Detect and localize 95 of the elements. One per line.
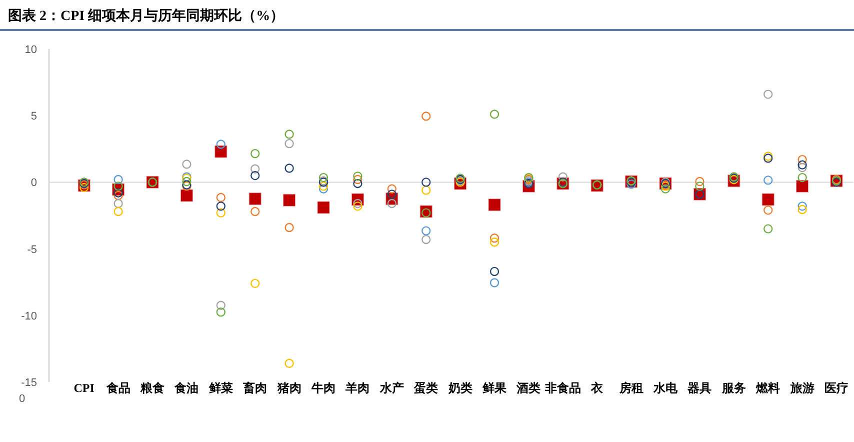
point <box>216 208 226 218</box>
x-tick-label: 羊肉 <box>344 381 370 395</box>
x-tick-label: 服务 <box>720 381 746 395</box>
point <box>182 160 192 169</box>
point <box>422 226 431 236</box>
point <box>250 278 260 288</box>
point <box>422 178 431 187</box>
point <box>488 198 501 212</box>
point <box>353 178 362 188</box>
point <box>762 193 774 206</box>
y-tick-label: -5 <box>27 244 37 256</box>
point <box>353 198 362 208</box>
point <box>284 222 294 232</box>
x-tick-label: 医疗 <box>824 381 848 395</box>
x-tick-label: 鲜菜 <box>208 381 233 395</box>
point <box>353 172 362 181</box>
point <box>114 198 123 208</box>
point <box>317 201 330 214</box>
point <box>318 184 328 194</box>
point <box>387 184 396 194</box>
x-tick-label: 食品 <box>105 381 130 395</box>
point <box>250 148 260 158</box>
x-tick-label: 衣 <box>590 381 604 395</box>
point <box>216 192 226 202</box>
x-tick-label: 旅游 <box>789 381 814 395</box>
x-tick-label: 房租 <box>618 381 644 395</box>
point <box>798 202 807 211</box>
x-tick-label: CPI <box>74 381 95 395</box>
point <box>182 176 192 186</box>
x-tick-label: 粮食 <box>140 381 164 395</box>
point <box>798 204 807 214</box>
point <box>695 182 704 191</box>
point <box>660 184 670 194</box>
title: 图表 2：CPI 细项本月与历年同期环比（%） <box>8 9 284 24</box>
point <box>490 238 500 247</box>
point <box>250 164 260 174</box>
point <box>798 154 807 164</box>
x-tick-label: 酒类 <box>516 381 541 395</box>
x-tick-label: 畜肉 <box>242 381 268 395</box>
point <box>422 186 431 195</box>
point <box>284 138 294 148</box>
point <box>284 130 294 139</box>
point <box>114 174 123 184</box>
point <box>216 307 226 317</box>
x-tick-label: 奶类 <box>447 381 472 395</box>
y-tick-label: -15 <box>21 377 37 389</box>
point <box>80 182 89 192</box>
x-tick-label: 非食品 <box>544 381 581 395</box>
x-tick-label: 水电 <box>652 381 678 395</box>
point <box>490 266 500 276</box>
point <box>422 234 431 244</box>
point <box>558 172 568 182</box>
y-tick-label: -10 <box>21 310 37 322</box>
point <box>180 189 193 202</box>
point <box>353 174 362 184</box>
x-tick-label: 燃料 <box>755 381 780 395</box>
point <box>764 90 773 99</box>
point <box>695 176 704 186</box>
point <box>114 206 123 216</box>
point <box>216 202 226 211</box>
point <box>796 180 809 192</box>
x-tick-label: 蛋类 <box>413 381 438 395</box>
y-tick-label: 0 <box>30 177 37 190</box>
point <box>284 358 294 368</box>
point <box>248 192 262 206</box>
point <box>284 164 294 173</box>
y-tick-label: 10 <box>24 44 37 56</box>
point <box>764 176 773 185</box>
point <box>764 206 773 215</box>
x-tick-label: 猪肉 <box>276 381 302 395</box>
point <box>250 170 260 180</box>
x-tick-label: 水产 <box>378 381 404 395</box>
point <box>764 224 773 234</box>
point <box>490 278 500 288</box>
point <box>283 194 296 206</box>
point <box>490 234 500 243</box>
point <box>114 190 123 200</box>
y-tick-label: 5 <box>30 110 37 123</box>
point <box>798 172 807 182</box>
point <box>353 202 362 211</box>
x-tick-label: 牛肉 <box>310 381 336 395</box>
x-tick-label: 食油 <box>174 381 199 395</box>
point <box>318 182 328 191</box>
point <box>798 160 807 170</box>
point <box>490 110 500 119</box>
point <box>214 145 228 158</box>
point <box>422 112 431 121</box>
point <box>216 300 226 310</box>
point <box>216 140 226 149</box>
point <box>387 198 396 208</box>
point <box>798 162 807 172</box>
point <box>318 172 328 182</box>
point <box>250 206 260 216</box>
x-tick-label: 鲜果 <box>482 381 508 395</box>
x-tick-label: 器具 <box>686 381 712 395</box>
